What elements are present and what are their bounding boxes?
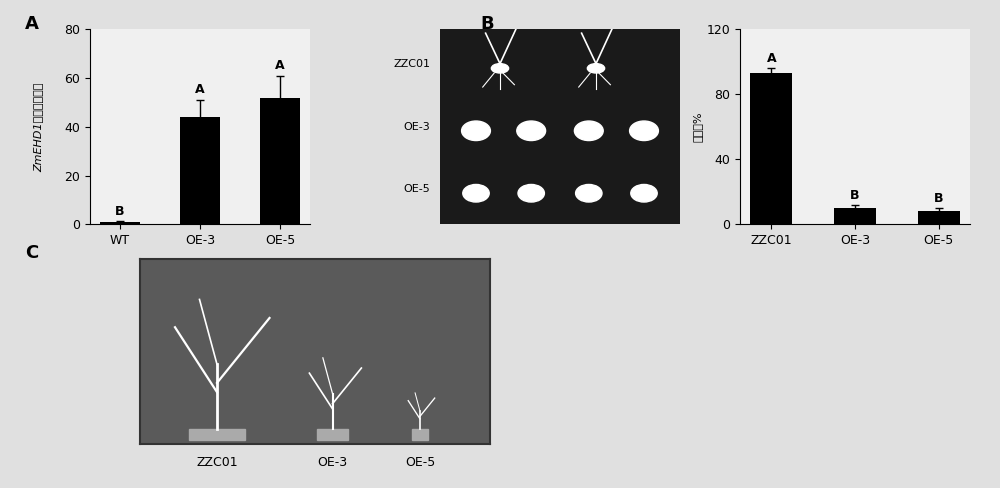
- Bar: [317, 429, 348, 440]
- Ellipse shape: [630, 121, 658, 141]
- Bar: [100, 222, 140, 224]
- Ellipse shape: [631, 184, 657, 202]
- Text: ZZC01: ZZC01: [196, 456, 238, 469]
- Text: OE-3: OE-3: [403, 122, 430, 132]
- Text: B: B: [480, 15, 494, 33]
- Bar: [834, 208, 876, 224]
- Bar: [918, 211, 960, 224]
- Text: OE-5: OE-5: [403, 184, 430, 194]
- Y-axis label: 发芽率%: 发芽率%: [692, 112, 702, 142]
- Bar: [412, 429, 428, 440]
- Text: B: B: [934, 192, 943, 205]
- Ellipse shape: [517, 121, 546, 141]
- Ellipse shape: [463, 184, 489, 202]
- Bar: [189, 429, 245, 440]
- Bar: [750, 73, 792, 224]
- Ellipse shape: [574, 121, 603, 141]
- Bar: [180, 117, 220, 224]
- Text: B: B: [115, 204, 125, 218]
- Text: ZZC01: ZZC01: [393, 60, 430, 69]
- Ellipse shape: [576, 184, 602, 202]
- Text: A: A: [767, 52, 776, 65]
- Text: B: B: [850, 189, 860, 202]
- Ellipse shape: [491, 63, 509, 73]
- Bar: [260, 98, 300, 224]
- Text: C: C: [25, 244, 38, 262]
- Text: A: A: [275, 59, 285, 72]
- Text: ZmEHD1的相对表达量: ZmEHD1的相对表达量: [33, 82, 43, 172]
- Text: OE-5: OE-5: [405, 456, 435, 469]
- Ellipse shape: [518, 184, 544, 202]
- Text: A: A: [25, 15, 39, 33]
- Ellipse shape: [587, 63, 605, 73]
- Ellipse shape: [462, 121, 490, 141]
- Text: A: A: [195, 83, 205, 96]
- Text: OE-3: OE-3: [317, 456, 348, 469]
